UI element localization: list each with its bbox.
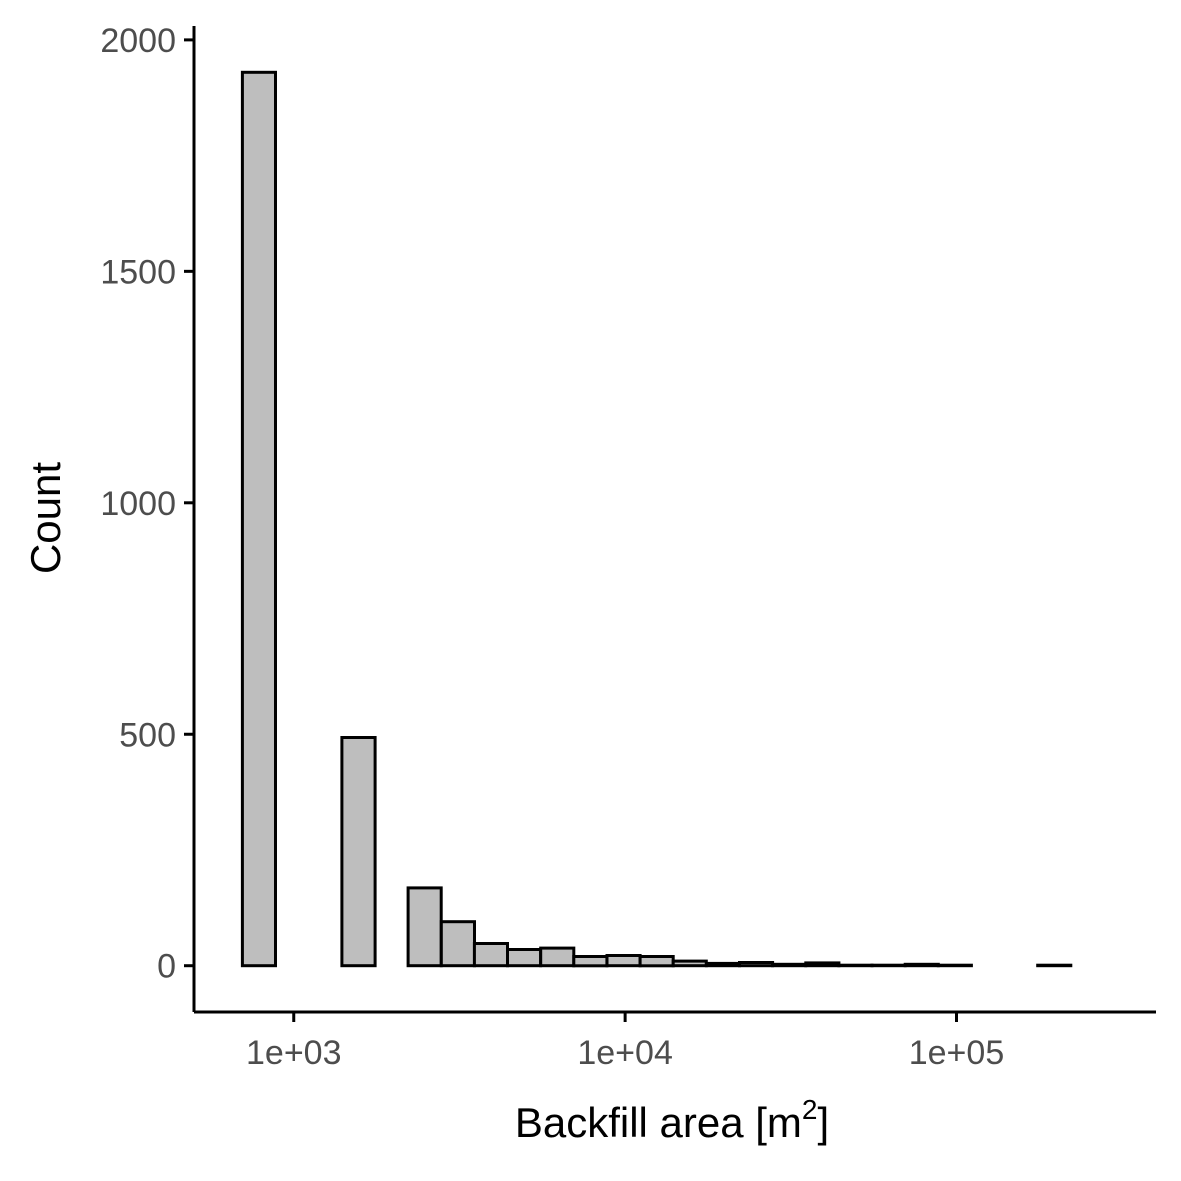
histogram-bar xyxy=(638,955,675,968)
histogram-bar xyxy=(472,942,509,968)
x-axis-title-superscript: 2 xyxy=(802,1094,818,1125)
histogram-bar xyxy=(506,948,543,968)
histogram-bar xyxy=(240,70,277,968)
y-tick-label: 2000 xyxy=(100,22,176,60)
histogram-bar xyxy=(771,962,808,968)
histogram-bar xyxy=(439,920,476,968)
histogram-bar xyxy=(340,736,377,968)
x-axis-title-base: Backfill area [m xyxy=(515,1099,802,1146)
x-axis-title: Backfill area [m2] xyxy=(515,1094,829,1146)
x-axis-ticks: 1e+03 1e+04 1e+05 xyxy=(246,1012,1004,1072)
y-axis-title: Count xyxy=(22,462,69,574)
y-axis-ticks: 0 500 1000 1500 2000 xyxy=(100,22,194,986)
y-tick-label: 1500 xyxy=(100,253,176,291)
x-tick-label: 1e+04 xyxy=(577,1034,673,1072)
histogram-bar xyxy=(406,886,443,968)
histogram-bar xyxy=(1036,963,1073,968)
histogram-bar xyxy=(837,963,874,968)
histogram-bar xyxy=(539,946,576,968)
histogram-bars xyxy=(240,70,1073,968)
histogram-bar xyxy=(870,963,907,968)
y-tick-label: 1000 xyxy=(100,485,176,523)
histogram-bar xyxy=(804,961,841,968)
histogram-bar xyxy=(903,962,940,968)
y-tick-label: 500 xyxy=(119,716,176,754)
x-tick-label: 1e+05 xyxy=(909,1034,1005,1072)
histogram-bar xyxy=(936,963,973,968)
histogram-bar xyxy=(572,955,609,968)
x-tick-label: 1e+03 xyxy=(246,1034,342,1072)
histogram-bar xyxy=(738,961,775,968)
histogram-bar xyxy=(605,954,642,968)
x-axis-title-close: ] xyxy=(818,1099,830,1146)
y-tick-label: 0 xyxy=(157,948,176,986)
histogram-bar xyxy=(704,961,742,968)
histogram-bar xyxy=(671,959,708,968)
